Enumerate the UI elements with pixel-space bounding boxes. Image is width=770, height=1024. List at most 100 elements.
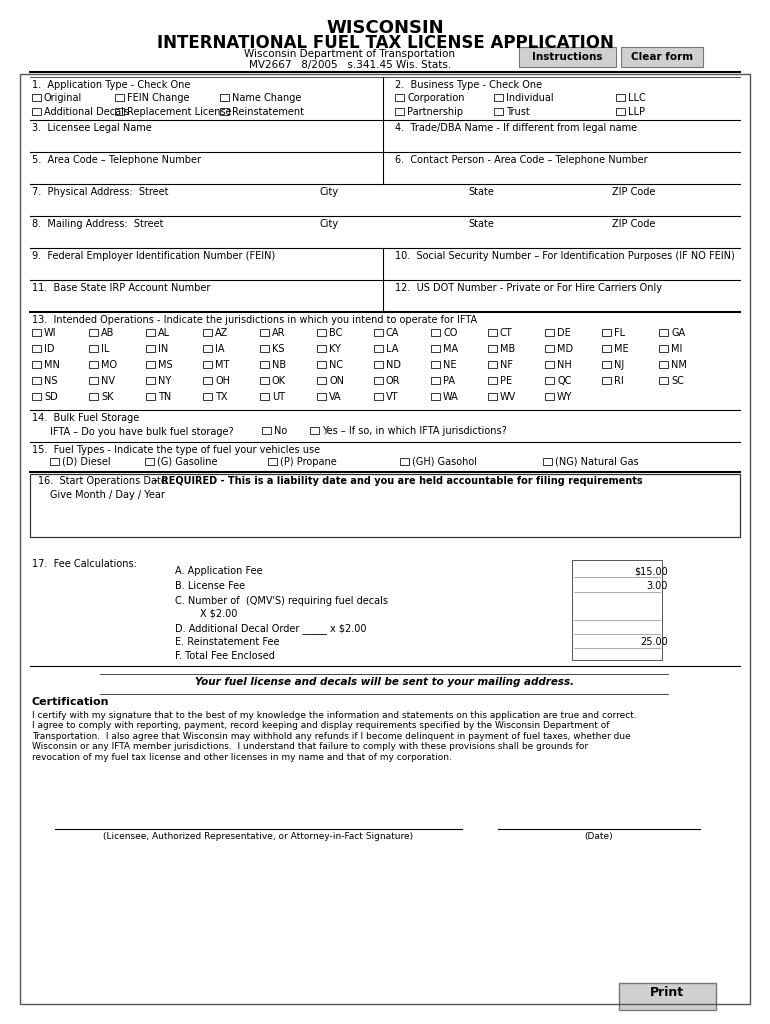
Text: KY: KY — [329, 344, 341, 354]
Text: 11.  Base State IRP Account Number: 11. Base State IRP Account Number — [32, 283, 210, 293]
Text: 12.  US DOT Number - Private or For Hire Carriers Only: 12. US DOT Number - Private or For Hire … — [395, 283, 662, 293]
Text: WY: WY — [557, 392, 573, 402]
Text: MI: MI — [671, 344, 682, 354]
Bar — [431, 345, 440, 352]
Text: Give Month / Day / Year: Give Month / Day / Year — [50, 490, 165, 500]
Text: NY: NY — [158, 376, 171, 386]
Text: Yes – If so, in which IFTA jurisdictions?: Yes – If so, in which IFTA jurisdictions… — [322, 426, 507, 436]
Bar — [545, 361, 554, 369]
Text: Reinstatement: Reinstatement — [232, 106, 304, 117]
Bar — [488, 377, 497, 384]
Bar — [659, 345, 668, 352]
Text: IFTA – Do you have bulk fuel storage?: IFTA – Do you have bulk fuel storage? — [50, 427, 233, 437]
Bar — [400, 458, 409, 465]
Bar — [431, 393, 440, 400]
Bar — [146, 377, 155, 384]
Text: Partnership: Partnership — [407, 106, 463, 117]
Text: Replacement License: Replacement License — [127, 106, 232, 117]
Bar — [32, 361, 41, 369]
Bar — [203, 361, 212, 369]
Text: MV2667   8/2005   s.341.45 Wis. Stats.: MV2667 8/2005 s.341.45 Wis. Stats. — [249, 60, 451, 70]
Text: TN: TN — [158, 392, 171, 402]
Bar — [431, 329, 440, 336]
Text: E. Reinstatement Fee: E. Reinstatement Fee — [175, 637, 280, 647]
Text: NF: NF — [500, 360, 513, 370]
Text: MT: MT — [215, 360, 229, 370]
Bar — [317, 329, 326, 336]
Text: 3.00: 3.00 — [647, 581, 668, 591]
Bar — [572, 560, 662, 660]
Text: AB: AB — [101, 328, 115, 338]
Text: LA: LA — [386, 344, 398, 354]
Bar — [89, 393, 98, 400]
Bar — [374, 393, 383, 400]
Bar — [260, 329, 269, 336]
Bar — [431, 361, 440, 369]
Bar — [659, 377, 668, 384]
Text: B. License Fee: B. License Fee — [175, 581, 245, 591]
Bar — [260, 345, 269, 352]
Text: FL: FL — [614, 328, 625, 338]
Text: CT: CT — [500, 328, 513, 338]
Bar — [545, 345, 554, 352]
Text: 14.  Bulk Fuel Storage: 14. Bulk Fuel Storage — [32, 413, 139, 423]
Bar — [146, 345, 155, 352]
Bar — [260, 361, 269, 369]
Text: DE: DE — [557, 328, 571, 338]
Bar — [32, 108, 41, 116]
Text: NC: NC — [329, 360, 343, 370]
Text: 16.  Start Operations Date: 16. Start Operations Date — [38, 476, 170, 486]
Bar — [89, 345, 98, 352]
Bar — [146, 393, 155, 400]
Text: (NG) Natural Gas: (NG) Natural Gas — [555, 457, 638, 467]
Text: 13.  Intended Operations - Indicate the jurisdictions in which you intend to ope: 13. Intended Operations - Indicate the j… — [32, 315, 477, 325]
Bar — [602, 377, 611, 384]
Text: NJ: NJ — [614, 360, 624, 370]
Bar — [89, 329, 98, 336]
Bar — [545, 393, 554, 400]
Bar — [317, 345, 326, 352]
Text: IN: IN — [158, 344, 169, 354]
Text: Additional Decals: Additional Decals — [44, 106, 129, 117]
Text: NS: NS — [44, 376, 58, 386]
Bar — [545, 329, 554, 336]
Bar — [262, 427, 271, 434]
Bar — [30, 474, 740, 537]
Text: 10.  Social Security Number – For Identification Purposes (IF NO FEIN): 10. Social Security Number – For Identif… — [395, 251, 735, 261]
Text: 1.  Application Type - Check One: 1. Application Type - Check One — [32, 80, 190, 90]
Bar — [659, 361, 668, 369]
Bar — [32, 94, 41, 101]
Text: SC: SC — [671, 376, 684, 386]
Bar — [494, 94, 503, 101]
Text: SD: SD — [44, 392, 58, 402]
Text: 6.  Contact Person - Area Code – Telephone Number: 6. Contact Person - Area Code – Telephon… — [395, 155, 648, 165]
Text: IA: IA — [215, 344, 225, 354]
Text: KS: KS — [272, 344, 284, 354]
Text: VT: VT — [386, 392, 399, 402]
FancyBboxPatch shape — [621, 47, 703, 67]
Text: (P) Propane: (P) Propane — [280, 457, 336, 467]
Bar — [488, 361, 497, 369]
Text: CO: CO — [443, 328, 457, 338]
Text: 25.00: 25.00 — [640, 637, 668, 647]
Bar — [32, 345, 41, 352]
Text: City: City — [320, 219, 339, 229]
Text: Print: Print — [650, 986, 684, 999]
Text: NV: NV — [101, 376, 115, 386]
Text: MN: MN — [44, 360, 60, 370]
Bar — [374, 345, 383, 352]
Text: City: City — [320, 187, 339, 197]
Text: NB: NB — [272, 360, 286, 370]
Text: LLC: LLC — [628, 93, 646, 103]
Text: $15.00: $15.00 — [634, 566, 668, 575]
Text: PA: PA — [443, 376, 455, 386]
Text: ME: ME — [614, 344, 628, 354]
Text: VA: VA — [329, 392, 342, 402]
Bar — [431, 377, 440, 384]
Text: 2.  Business Type - Check One: 2. Business Type - Check One — [395, 80, 542, 90]
Text: No: No — [274, 426, 287, 436]
Text: D. Additional Decal Order _____ x $2.00: D. Additional Decal Order _____ x $2.00 — [175, 623, 367, 634]
Text: Individual: Individual — [506, 93, 554, 103]
Text: MB: MB — [500, 344, 515, 354]
Bar — [374, 361, 383, 369]
